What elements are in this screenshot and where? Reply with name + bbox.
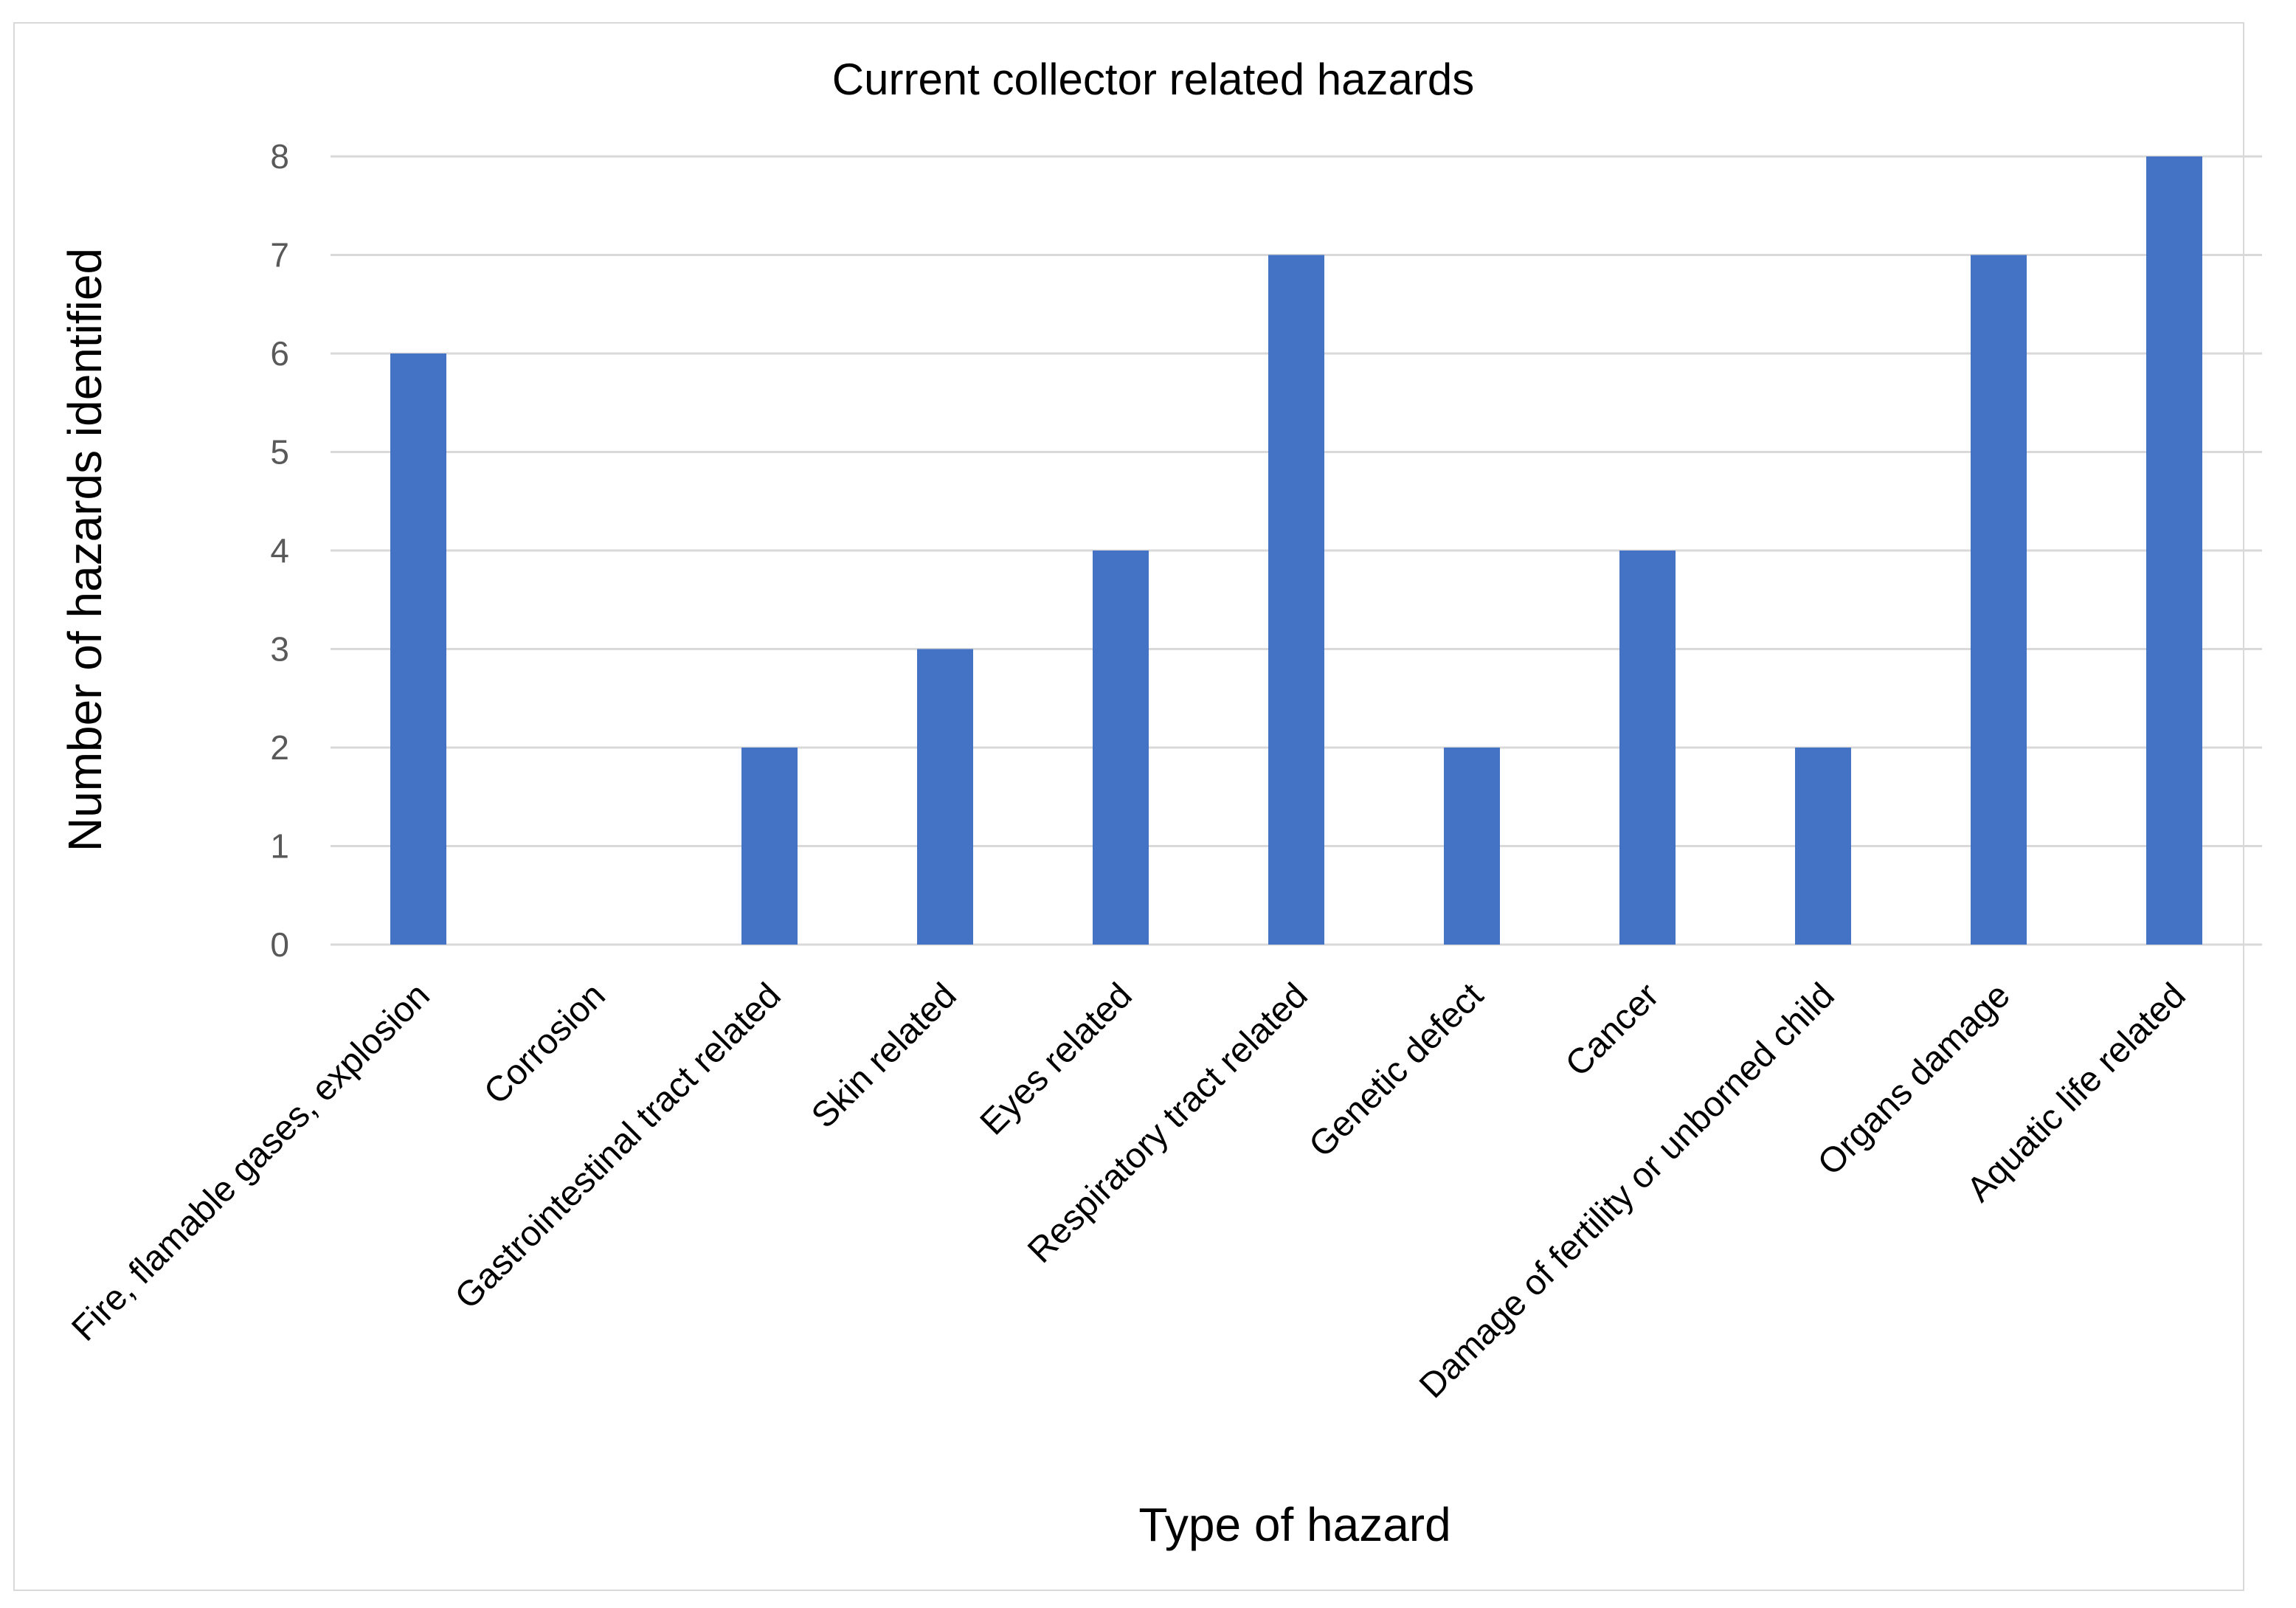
bar [1971,255,2027,945]
x-category-label: Genetic defect [1301,976,1490,1164]
y-tick-label: 2 [270,728,289,767]
y-tick-label: 7 [270,236,289,275]
chart-title: Current collector related hazards [832,55,1474,104]
y-axis-title: Number of hazards identified [58,248,111,852]
x-category-label: Fire, flamable gases, explosion [64,976,437,1348]
y-axis-ticks: 0 1 2 3 4 5 6 7 8 [270,137,289,964]
x-category-label: Respiratory tract related [1020,976,1315,1271]
bar [1619,551,1676,945]
y-tick-label: 6 [270,334,289,373]
bar [1093,551,1149,945]
bar [1795,748,1851,945]
x-category-label: Eyes related [973,976,1140,1142]
x-category-label: Skin related [804,976,964,1136]
y-tick-label: 5 [270,433,289,472]
bar [390,353,446,945]
x-category-label: Organs damage [1811,976,2018,1183]
y-tick-label: 8 [270,137,289,176]
y-tick-label: 1 [270,827,289,866]
bars [390,156,2202,945]
x-category-label: Corrosion [477,976,613,1112]
y-tick-label: 4 [270,531,289,570]
bar [917,649,973,945]
y-tick-label: 0 [270,925,289,964]
y-tick-label: 3 [270,630,289,669]
x-category-label: Gastrointestinal tract related [448,976,789,1317]
bar [741,748,798,945]
bar [2146,156,2202,945]
bar [1268,255,1324,945]
bar [1444,748,1500,945]
x-category-label: Cancer [1558,976,1667,1084]
x-axis-title: Type of hazard [1138,1498,1450,1551]
x-axis-category-labels: Fire, flamable gases, explosion Corrosion… [64,976,2193,1406]
